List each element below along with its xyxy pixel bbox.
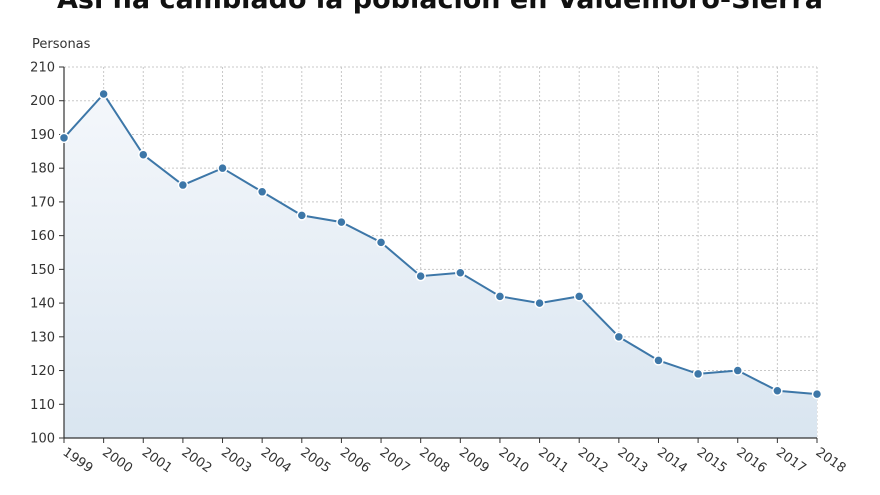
y-tick-labels: 100 110 120 130 140 150 160 170 180 190 200 210: [30, 61, 55, 447]
data-points: [58, 88, 823, 400]
data-point: [653, 355, 664, 366]
x-tick-label: 2010: [496, 445, 532, 476]
data-point: [296, 210, 308, 221]
data-point: [336, 216, 347, 228]
chart-title: Así ha cambiado la población en Valdemor…: [57, 0, 823, 15]
y-tick-label: 140: [30, 297, 55, 312]
x-tick-label: 2014: [654, 445, 690, 476]
data-point: [573, 291, 585, 302]
x-tick-labels: 1999 2000 2001 2002 2003 2004 2005 2006 2007 2008…: [60, 445, 849, 476]
y-axis-label: Personas: [32, 37, 91, 52]
y-tick-label: 210: [30, 61, 55, 76]
y-tick-label: 110: [30, 398, 55, 413]
x-tick-label: 2004: [258, 445, 294, 476]
data-point: [613, 331, 625, 343]
area-fill: [64, 93, 817, 439]
y-tick-label: 150: [30, 263, 55, 278]
x-tick-label: 2000: [99, 445, 135, 476]
x-tick-label: 2005: [297, 445, 333, 476]
x-tick-label: 2013: [615, 445, 651, 476]
y-tick-label: 180: [30, 162, 55, 177]
data-point: [58, 132, 70, 144]
y-tick-label: 130: [30, 330, 55, 345]
x-tick-label: 2012: [575, 445, 611, 476]
data-point: [256, 186, 268, 198]
data-point: [534, 297, 545, 309]
x-tick-label: 2007: [377, 445, 413, 476]
x-tick-label: 2003: [218, 445, 254, 476]
data-point: [494, 291, 506, 302]
y-tick-label: 120: [30, 364, 55, 379]
data-point: [732, 365, 743, 376]
x-tick-label: 2006: [337, 445, 373, 476]
data-point: [455, 267, 466, 278]
y-tick-label: 160: [30, 229, 55, 244]
series-line: [63, 92, 818, 396]
data-point: [217, 162, 228, 174]
data-point: [415, 270, 426, 282]
data-point: [177, 179, 189, 191]
x-tick-label: 2001: [139, 445, 175, 476]
x-tick-label: 2002: [179, 445, 215, 476]
y-tick-label: 170: [30, 195, 55, 210]
y-tick-label: 100: [30, 432, 55, 447]
data-point: [772, 385, 783, 397]
x-tick-label: 2011: [535, 445, 571, 476]
data-point: [375, 237, 387, 248]
data-point: [692, 368, 704, 380]
x-tick-label: 1999: [60, 445, 96, 476]
y-tick-label: 200: [30, 94, 55, 109]
y-tick-label: 190: [30, 128, 55, 143]
axes: [59, 66, 818, 443]
x-tick-label: 2009: [456, 445, 492, 476]
x-tick-label: 2018: [813, 445, 849, 476]
data-point: [811, 388, 823, 400]
data-point: [98, 88, 109, 100]
x-tick-label: 2016: [733, 445, 769, 476]
x-tick-label: 2015: [694, 445, 730, 476]
data-point: [138, 149, 149, 160]
x-tick-label: 2017: [773, 445, 809, 476]
x-tick-label: 2008: [416, 445, 452, 476]
